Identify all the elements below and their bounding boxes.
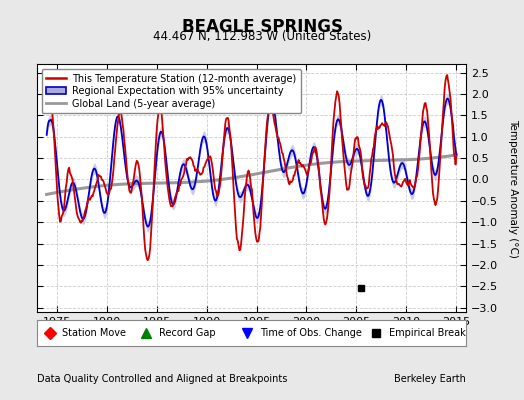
Y-axis label: Temperature Anomaly (°C): Temperature Anomaly (°C) [508,118,518,258]
Text: Data Quality Controlled and Aligned at Breakpoints: Data Quality Controlled and Aligned at B… [37,374,287,384]
Text: Time of Obs. Change: Time of Obs. Change [260,328,362,338]
Text: Station Move: Station Move [62,328,126,338]
Legend: This Temperature Station (12-month average), Regional Expectation with 95% uncer: This Temperature Station (12-month avera… [41,69,301,114]
Text: 44.467 N, 112.983 W (United States): 44.467 N, 112.983 W (United States) [153,30,371,43]
Text: Empirical Break: Empirical Break [389,328,466,338]
Text: Record Gap: Record Gap [159,328,216,338]
Text: BEAGLE SPRINGS: BEAGLE SPRINGS [181,18,343,36]
Text: Berkeley Earth: Berkeley Earth [395,374,466,384]
